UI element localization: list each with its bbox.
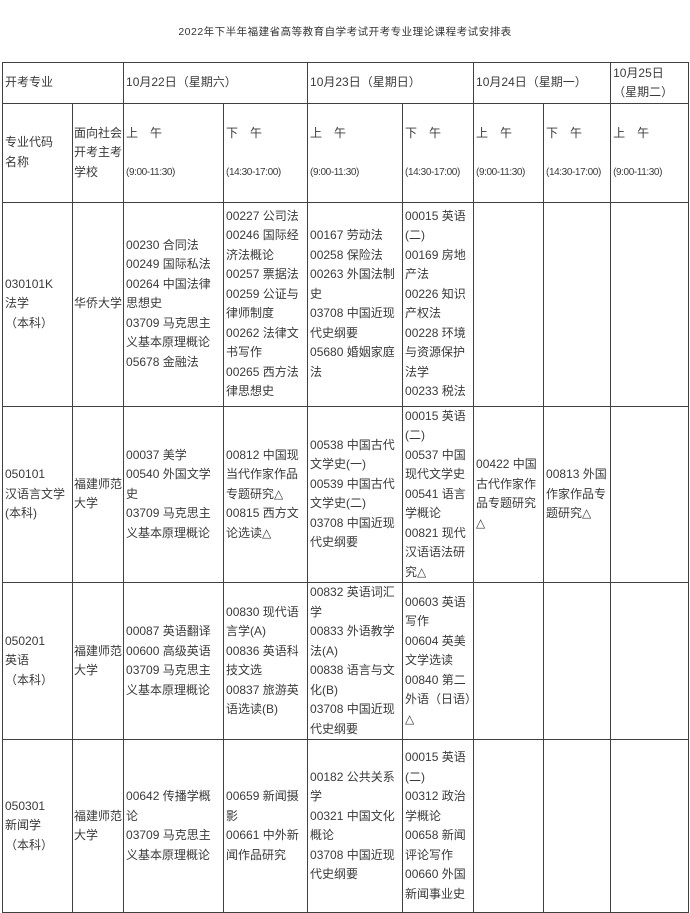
session-time-label: (14:30-17:00) — [405, 166, 460, 178]
course-cell-oct22-pm: 00830 现代语言学(A) 00836 英语科技文选 00837 旅游英语选读… — [223, 582, 309, 740]
session-time-label: (14:30-17:00) — [226, 166, 281, 178]
course-cell-oct23-am: 00832 英语词汇学 00833 外语教学法(A) 00838 语言与文化(B… — [307, 582, 404, 740]
session-period-label: 下 午 — [546, 125, 583, 140]
session-time-label: (14:30-17:00) — [546, 166, 601, 178]
major-code-cell: 030101K 法学 （本科） — [2, 201, 73, 407]
course-cell-oct25-am — [610, 739, 690, 913]
course-cell-oct25-am — [610, 582, 690, 740]
course-cell-oct23-pm: 00015 英语(二) 00537 中国现代文学史 00541 语言学概论 00… — [402, 405, 475, 583]
header-code-name: 专业代码 名称 — [2, 103, 73, 203]
header-session-oct23-am: 上 午 (9:00-11:30) — [307, 103, 404, 203]
course-cell-oct22-am: 00642 传播学概论 03709 马克思主义基本原理概论 — [123, 739, 225, 913]
header-session-oct22-am: 上 午 (9:00-11:30) — [123, 103, 225, 203]
course-cell-oct23-pm: 00015 英语(二) 00312 政治学概论 00658 新闻评论写作 006… — [402, 739, 475, 913]
exam-schedule-table: 开考专业 10月22日（星期六） 10月23日（星期日） 10月24日（星期一）… — [1, 62, 690, 913]
header-session-oct24-pm: 下 午 (14:30-17:00) — [543, 103, 612, 203]
header-major-group: 开考专业 — [1, 62, 125, 104]
session-time-label: (9:00-11:30) — [476, 166, 525, 178]
course-cell-oct24-pm — [543, 582, 612, 740]
row-journalism: 050301 新闻学 （本科） 福建师范大学 00642 传播学概论 03709… — [2, 739, 690, 913]
course-cell-oct22-pm: 00659 新闻摄影 00661 中外新闻作品研究 — [223, 739, 309, 913]
session-period-label: 上 午 — [613, 125, 650, 140]
session-period-label: 下 午 — [405, 125, 442, 140]
course-cell-oct23-am: 00167 劳动法 00258 保险法 00263 外国法制史 03708 中国… — [307, 201, 404, 407]
header-date-oct25: 10月25日 （星期二） — [610, 62, 690, 104]
session-period-label: 下 午 — [226, 125, 263, 140]
major-code-cell: 050201 英语 （本科） — [2, 582, 73, 740]
course-cell-oct22-am: 00230 合同法 00249 国际私法 00264 中国法律思想史 03709… — [123, 201, 225, 407]
school-cell: 福建师范大学 — [71, 405, 125, 583]
course-cell-oct24-pm — [543, 739, 612, 913]
course-cell-oct23-pm: 00015 英语(二) 00169 房地产法 00226 知识产权法 00228… — [402, 201, 475, 407]
row-law: 030101K 法学 （本科） 华侨大学 00230 合同法 00249 国际私… — [2, 201, 690, 407]
school-cell: 华侨大学 — [71, 201, 125, 407]
course-cell-oct24-pm — [543, 201, 612, 407]
course-cell-oct24-pm: 00813 外国作家作品专题研究△ — [543, 405, 612, 583]
course-cell-oct25-am — [610, 405, 690, 583]
school-cell: 福建师范大学 — [71, 739, 125, 913]
row-chinese-literature: 050101 汉语言文学 (本科) 福建师范大学 00037 美学 00540 … — [2, 405, 690, 583]
session-period-label: 上 午 — [126, 125, 163, 140]
course-cell-oct24-am — [473, 582, 545, 740]
header-date-oct22: 10月22日（星期六） — [123, 62, 309, 104]
row-english: 050201 英语 （本科） 福建师范大学 00087 英语翻译 00600 高… — [2, 582, 690, 740]
header-session-oct24-am: 上 午 (9:00-11:30) — [473, 103, 545, 203]
course-cell-oct22-pm: 00227 公司法 00246 国际经济法概论 00257 票据法 00259 … — [223, 201, 309, 407]
session-time-label: (9:00-11:30) — [310, 166, 359, 178]
header-session-oct23-pm: 下 午 (14:30-17:00) — [402, 103, 475, 203]
course-cell-oct22-am: 00037 美学 00540 外国文学史 03709 马克思主义基本原理概论 — [123, 405, 225, 583]
course-cell-oct22-am: 00087 英语翻译 00600 高级英语 03709 马克思主义基本原理概论 — [123, 582, 225, 740]
header-session-oct22-pm: 下 午 (14:30-17:00) — [223, 103, 309, 203]
school-cell: 福建师范大学 — [71, 582, 125, 740]
course-cell-oct24-am — [473, 201, 545, 407]
course-cell-oct23-am: 00182 公共关系学 00321 中国文化概论 03708 中国近现代史纲要 — [307, 739, 404, 913]
session-time-label: (9:00-11:30) — [126, 166, 175, 178]
course-cell-oct24-am: 00422 中国古代作家作品专题研究△ — [473, 405, 545, 583]
session-period-label: 上 午 — [476, 125, 513, 140]
header-row-dates: 开考专业 10月22日（星期六） 10月23日（星期日） 10月24日（星期一）… — [1, 62, 690, 104]
header-date-oct23: 10月23日（星期日） — [307, 62, 475, 104]
course-cell-oct25-am — [610, 201, 690, 407]
header-date-oct24: 10月24日（星期一） — [473, 62, 612, 104]
course-cell-oct22-pm: 00812 中国现当代作家作品专题研究△ 00815 西方文论选读△ — [223, 405, 309, 583]
course-cell-oct24-am — [473, 739, 545, 913]
page-title: 2022年下半年福建省高等教育自学考试开考专业理论课程考试安排表 — [178, 26, 512, 38]
session-time-label: (9:00-11:30) — [613, 166, 662, 178]
course-cell-oct23-pm: 00603 英语写作 00604 英美文学选读 00840 第二外语（日语）△ — [402, 582, 475, 740]
header-row-sessions: 专业代码 名称 面向社会 开考主考 学校 上 午 (9:00-11:30) 下 … — [2, 103, 690, 203]
header-session-oct25-am: 上 午 (9:00-11:30) — [610, 103, 690, 203]
course-cell-oct23-am: 00538 中国古代文学史(一) 00539 中国古代文学史(二) 03708 … — [307, 405, 404, 583]
session-period-label: 上 午 — [310, 125, 347, 140]
major-code-cell: 050301 新闻学 （本科） — [2, 739, 73, 913]
header-school: 面向社会 开考主考 学校 — [71, 103, 125, 203]
major-code-cell: 050101 汉语言文学 (本科) — [2, 405, 73, 583]
